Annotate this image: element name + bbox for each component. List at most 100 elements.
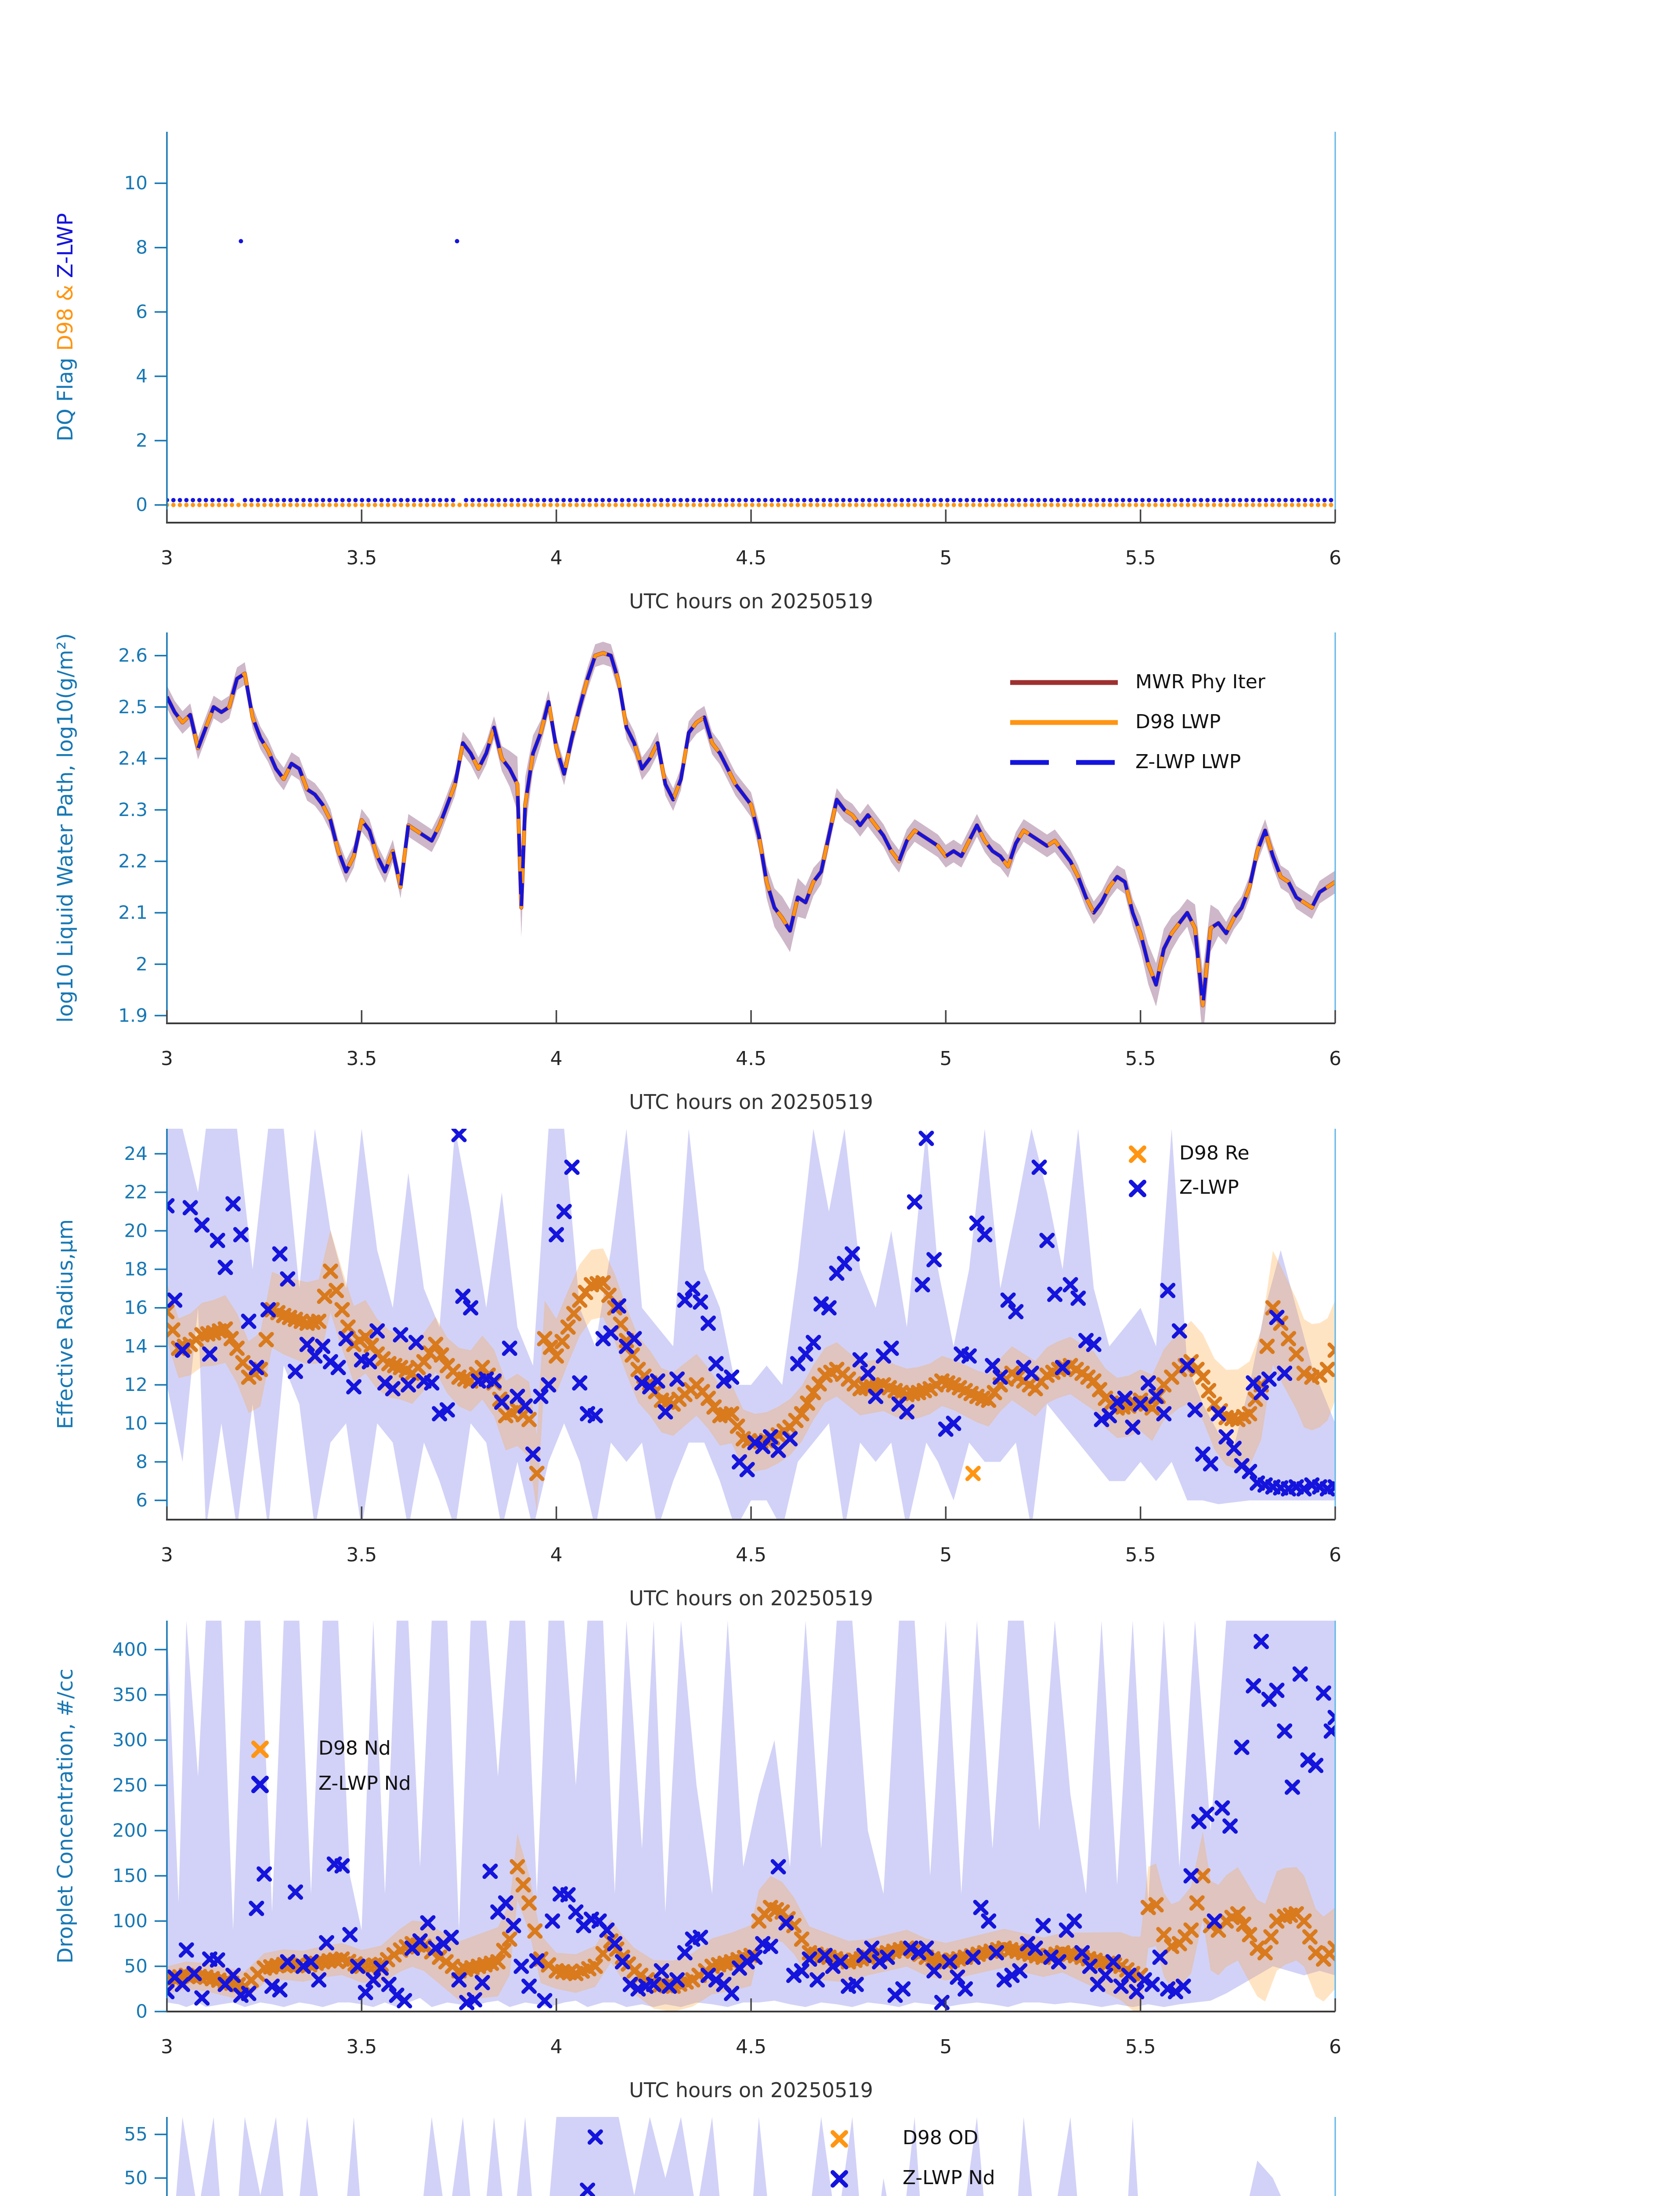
d98-x-marker [235,1355,251,1371]
zlwp-x-marker [1308,1758,1324,1773]
flag-dot [594,498,599,502]
zlwp-x-marker [669,1371,685,1387]
zlwp-x-marker [194,1990,210,2006]
flag-dot [587,498,592,502]
x-tick-label: 5 [939,1047,952,1070]
flag-dot [1277,502,1282,507]
flag-dot [1004,498,1008,502]
legend-label: Z-LWP Nd [318,1772,411,1795]
d98-x-marker [527,1923,543,1939]
zlwp-x-marker [985,1358,1001,1373]
flag-dot [1036,498,1041,502]
zlwp-x-marker [439,1402,455,1418]
zlwp-x-marker [918,1940,934,1956]
x-tick-label: 4.5 [736,547,766,569]
flag-dot [1114,502,1119,507]
legend-x-marker [1129,1180,1146,1197]
flag-dot [1322,502,1327,507]
flag-dot [737,498,741,502]
x-tick-label: 5.5 [1125,547,1156,569]
zlwp-x-marker [872,1954,888,1970]
zlwp-x-marker [288,1363,303,1379]
d98-x-marker [1156,1927,1172,1943]
flag-dot [230,498,235,502]
flag-dot [177,498,182,502]
flag-dot [1283,502,1288,507]
x-axis-label: UTC hours on 20250519 [629,1090,873,1114]
zlwp-x-marker [260,1302,276,1318]
flag-dot [1185,498,1190,502]
zlwp-x-marker [350,1958,365,1974]
flag-dot [633,502,638,507]
zlwp-x-marker [685,1281,701,1297]
d98-x-marker [560,1319,576,1335]
flag-dot [1081,502,1086,507]
flag-dot [1309,502,1314,507]
d98-x-marker [1250,1940,1265,1956]
flag-dot [516,498,520,502]
zlwp-x-marker [957,1981,973,1997]
flag-dot [919,502,924,507]
flag-dot [860,502,865,507]
legend-droplet-concentration: D98 Nd Z-LWP Nd [251,1737,411,1795]
zlwp-x-marker [466,1992,482,2008]
zlwp-x-marker [724,1986,740,2001]
d98-x-marker [1288,1346,1304,1362]
flag-dot [437,498,442,502]
zlwp-x-marker [210,1952,225,1968]
d98-x-marker [521,1895,537,1911]
legend-label: D98 Re [1179,1142,1250,1164]
flag-dot [678,502,683,507]
plot-area-optical-depth [176,2117,1281,2196]
flag-dot [1114,498,1119,502]
flag-dot [268,498,273,502]
d98-x-marker [529,1466,545,1481]
legend-x-marker [251,1741,269,1758]
zlwp-x-marker [1047,1286,1063,1302]
flag-dot [1004,502,1008,507]
flag-dot [789,498,794,502]
flag-dot [444,502,449,507]
flag-dot [717,502,722,507]
d98-x-marker [794,1931,809,1947]
y-tick-label: 350 [112,1684,148,1705]
flag-dot [561,498,566,502]
flag-dot [815,502,820,507]
flag-dot [607,502,611,507]
y-tick-label: 200 [112,1820,148,1841]
zlwp-x-marker [1156,1406,1172,1422]
legend-x-marker [251,1776,269,1793]
zlwp-x-marker [693,1294,708,1310]
zlwp-x-marker [217,1260,233,1275]
flag-dot [1212,502,1216,507]
y-tick-label: 2.6 [118,645,148,666]
x-tick-label: 6 [1329,2036,1341,2058]
flag-spike-dot [455,239,459,244]
y-tick-label: 18 [124,1258,148,1280]
flag-dot [750,502,755,507]
zlwp-x-marker [1277,1723,1293,1739]
flag-dot [288,502,293,507]
d98-x-marker [587,1958,603,1974]
flag-dot [372,502,377,507]
flag-dot [1062,502,1067,507]
flag-dot [372,498,377,502]
flag-dot [1185,502,1190,507]
flag-dot [282,498,286,502]
flag-dot [776,502,780,507]
y-tick-label: 2.1 [118,902,148,923]
flag-dot [184,498,189,502]
flag-dot [431,498,436,502]
y-tick-label: 6 [136,1489,148,1511]
flag-dot [698,502,703,507]
flag-dot [977,502,982,507]
zlwp-x-marker [587,1408,603,1423]
d98-x-marker [1269,1913,1285,1929]
zlwp-x-marker [677,1292,693,1308]
flag-dot [1290,498,1294,502]
flag-dot [1179,498,1184,502]
zlwp-x-marker [910,1945,926,1961]
flag-dot [191,502,195,507]
flag-dot [900,498,904,502]
